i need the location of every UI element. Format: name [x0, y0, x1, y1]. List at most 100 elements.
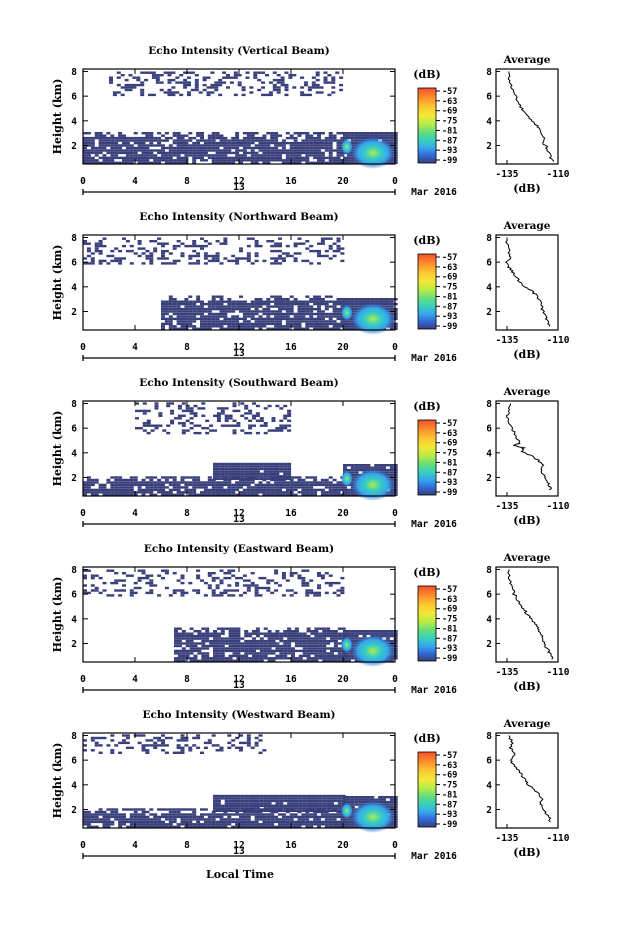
echo-cell: [223, 149, 228, 152]
echo-cell: [354, 800, 359, 804]
echo-cell: [200, 491, 204, 494]
echo-cell: [294, 807, 299, 810]
echo-cell: [317, 815, 321, 819]
echo-cell: [213, 794, 217, 798]
echo-cell: [263, 649, 268, 653]
echo-cell: [393, 468, 398, 472]
echo-cell: [270, 156, 275, 160]
echo-cell: [274, 820, 279, 824]
echo-cell: [263, 475, 268, 478]
echo-cell: [120, 86, 125, 89]
echo-cell: [274, 569, 279, 572]
echo-cell: [164, 300, 169, 303]
echo-cell: [330, 794, 334, 798]
echo-cell: [187, 76, 191, 79]
echo-cell: [311, 76, 316, 79]
echo-cell: [114, 579, 119, 582]
echo-cell: [231, 820, 236, 824]
echo-cell: [118, 825, 123, 828]
echo-cell: [354, 305, 359, 308]
echo-cell: [393, 483, 398, 487]
echo-cell: [270, 159, 275, 162]
echo-cell: [215, 749, 220, 752]
echo-cell: [244, 644, 249, 648]
echo-cell: [301, 159, 306, 162]
echo-cell: [106, 823, 111, 826]
echo-cell: [205, 644, 210, 648]
echo-cell: [354, 302, 359, 306]
echo-cell: [358, 300, 363, 303]
echo-cell: [244, 412, 249, 415]
echo-cell: [184, 491, 189, 494]
date-marker: 13: [233, 182, 245, 193]
echo-cell: [332, 305, 337, 308]
echo-cell: [343, 491, 347, 494]
echo-cell: [297, 820, 302, 824]
echo-cell: [133, 810, 138, 814]
average-title: Average: [503, 386, 551, 398]
echo-cell: [94, 136, 99, 140]
echo-cell: [279, 477, 284, 480]
echo-cell: [258, 751, 263, 754]
echo-cell: [215, 302, 220, 306]
echo-cell: [188, 254, 193, 258]
echo-cell: [281, 813, 286, 816]
echo-cell: [259, 467, 264, 471]
echo-cell: [161, 244, 165, 248]
echo-cell: [262, 159, 267, 162]
echo-cell: [145, 139, 150, 142]
echo-cell: [102, 136, 107, 140]
echo-cell: [228, 647, 233, 650]
echo-cell: [172, 262, 177, 265]
echo-cell: [200, 825, 204, 828]
colorbar: [417, 419, 437, 496]
echo-cell: [317, 254, 321, 258]
echo-cell: [262, 149, 267, 152]
echo-cell: [201, 634, 206, 638]
echo-cell: [223, 154, 228, 157]
echo-cell: [263, 422, 268, 425]
echo-cell: [214, 81, 219, 84]
echo-cell: [297, 576, 302, 580]
echo-cell: [240, 470, 245, 473]
echo-cell: [231, 146, 236, 150]
echo-cell: [242, 144, 247, 147]
echo-cell: [110, 569, 115, 572]
echo-cell: [274, 481, 279, 484]
echo-cell: [118, 478, 123, 482]
echo-cell: [275, 657, 280, 660]
echo-cell: [255, 470, 260, 473]
echo-cell: [188, 244, 193, 248]
echo-cell: [285, 252, 290, 255]
echo-cell: [129, 262, 134, 265]
echo-cell: [219, 159, 224, 162]
echo-cell: [278, 312, 282, 316]
echo-cell: [114, 589, 119, 592]
echo-cell: [177, 649, 182, 653]
echo-cell: [86, 813, 91, 816]
echo-cell: [188, 295, 193, 298]
echo-cell: [94, 132, 99, 135]
echo-cell: [240, 414, 245, 417]
colorbar-tick-label: -63: [442, 263, 457, 273]
echo-cell: [174, 642, 178, 645]
echo-cell: [350, 307, 355, 311]
echo-cell: [270, 132, 275, 135]
echo-cell: [227, 488, 232, 492]
echo-cell: [114, 581, 119, 585]
echo-cell: [215, 576, 220, 580]
echo-cell: [114, 815, 119, 819]
echo-cell: [330, 639, 334, 643]
echo-cell: [370, 298, 375, 301]
echo-cell: [216, 467, 221, 471]
echo-cell: [168, 736, 173, 740]
echo-cell: [110, 815, 115, 819]
echo-cell: [125, 240, 130, 243]
echo-cell: [235, 320, 240, 323]
echo-cell: [118, 259, 123, 263]
echo-cell: [114, 572, 119, 575]
echo-cell: [254, 493, 259, 496]
echo-cell: [318, 632, 323, 635]
echo-cell: [301, 581, 306, 585]
echo-cell: [188, 483, 193, 487]
